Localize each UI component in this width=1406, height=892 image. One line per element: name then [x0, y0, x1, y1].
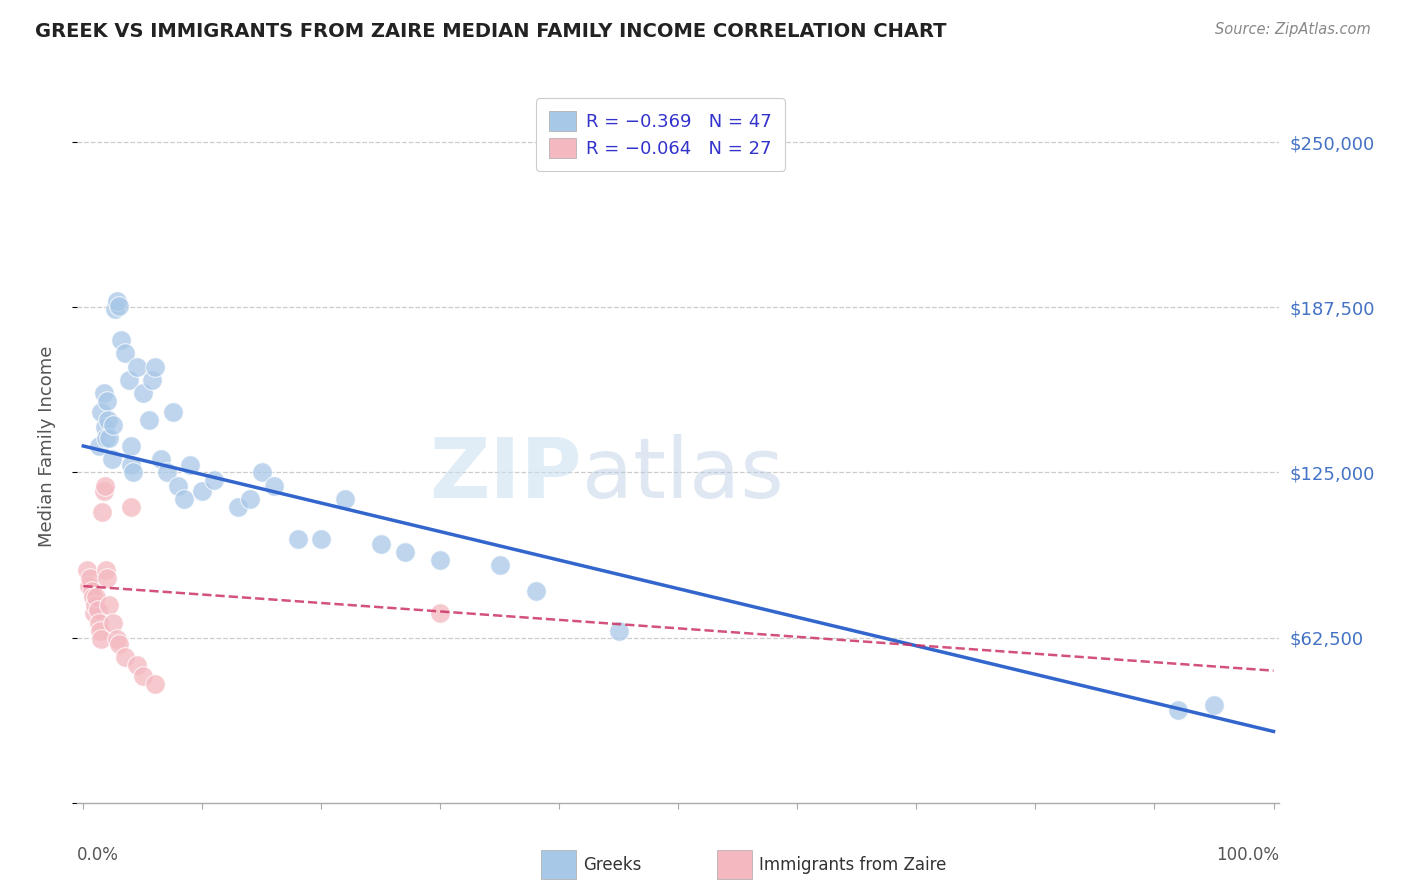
Point [120, 439, 142, 453]
Point [86, 590, 108, 604]
Point [173, 491, 195, 506]
Point [82, 590, 104, 604]
Point [87, 616, 110, 631]
Point [370, 537, 392, 551]
Point [202, 474, 225, 488]
Point [93, 386, 115, 401]
Point [524, 584, 547, 599]
Point [93, 420, 115, 434]
Point [104, 301, 127, 316]
Point [94, 563, 117, 577]
Point [108, 637, 131, 651]
Point [114, 346, 136, 360]
Point [179, 458, 201, 472]
Point [141, 373, 163, 387]
Text: GREEK VS IMMIGRANTS FROM ZAIRE MEDIAN FAMILY INCOME CORRELATION CHART: GREEK VS IMMIGRANTS FROM ZAIRE MEDIAN FA… [35, 22, 946, 41]
Point [226, 500, 249, 514]
Y-axis label: Median Family Income: Median Family Income [38, 345, 56, 547]
Point [98, 598, 121, 612]
Point [96, 394, 118, 409]
Text: ZIP: ZIP [430, 434, 582, 515]
Point [110, 333, 132, 347]
Point [132, 669, 155, 683]
Point [76, 563, 98, 577]
Point [90, 632, 112, 646]
Point [1202, 698, 1225, 712]
Point [607, 624, 630, 638]
Legend: R = −0.369   N = 47, R = −0.064   N = 27: R = −0.369 N = 47, R = −0.064 N = 27 [536, 98, 785, 170]
Point [80, 584, 103, 599]
Point [98, 431, 121, 445]
Point [429, 552, 451, 566]
Point [250, 466, 273, 480]
Point [117, 373, 139, 387]
Text: Immigrants from Zaire: Immigrants from Zaire [759, 856, 946, 874]
Text: Source: ZipAtlas.com: Source: ZipAtlas.com [1215, 22, 1371, 37]
Point [86, 603, 108, 617]
Point [1167, 703, 1189, 717]
Point [132, 386, 155, 401]
Point [191, 483, 214, 498]
Point [429, 606, 451, 620]
Text: Greeks: Greeks [583, 856, 643, 874]
Point [143, 359, 166, 374]
Point [105, 293, 128, 308]
Point [93, 483, 115, 498]
Point [155, 466, 177, 480]
Point [87, 439, 110, 453]
Point [96, 571, 118, 585]
Point [167, 478, 190, 492]
Point [77, 579, 100, 593]
Point [83, 606, 105, 620]
Point [108, 299, 131, 313]
Text: 100.0%: 100.0% [1216, 846, 1279, 863]
Point [101, 616, 124, 631]
Point [138, 412, 160, 426]
Point [94, 431, 117, 445]
Text: atlas: atlas [582, 434, 785, 515]
Point [101, 452, 124, 467]
Point [287, 532, 309, 546]
Point [239, 491, 262, 506]
Point [120, 458, 142, 472]
Point [93, 478, 115, 492]
Point [162, 404, 184, 418]
Point [84, 598, 107, 612]
Point [149, 452, 172, 467]
Point [114, 650, 136, 665]
Point [394, 545, 416, 559]
Point [489, 558, 512, 572]
Point [97, 412, 120, 426]
Point [79, 571, 101, 585]
Point [263, 478, 285, 492]
Point [143, 677, 166, 691]
Point [122, 466, 145, 480]
Point [311, 532, 333, 546]
Point [101, 417, 124, 432]
Point [120, 500, 142, 514]
Point [90, 404, 112, 418]
Point [125, 359, 148, 374]
Point [105, 632, 128, 646]
Point [91, 505, 114, 519]
Point [125, 658, 148, 673]
Text: 0.0%: 0.0% [77, 846, 120, 863]
Point [89, 624, 111, 638]
Point [333, 491, 356, 506]
